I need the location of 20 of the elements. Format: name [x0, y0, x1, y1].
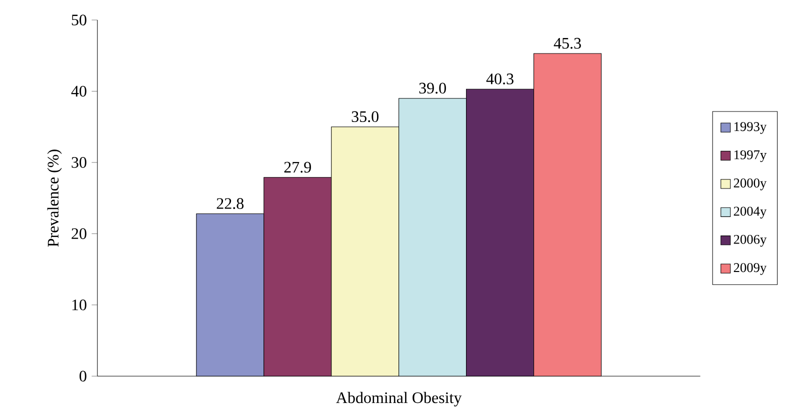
data-label: 22.8	[216, 198, 244, 209]
data-label: 35.0	[352, 111, 378, 122]
y-tick-label: 30	[72, 156, 86, 168]
data-label: 27.9	[284, 162, 311, 172]
y-tick-label: 20	[72, 228, 86, 239]
y-tick-label: 0	[80, 370, 86, 382]
legend-label: 2006y	[734, 234, 767, 246]
x-tick-label: Abdominal Obesity	[336, 392, 462, 406]
legend-label: 2009y	[734, 262, 767, 275]
y-tick-label: 50	[72, 14, 86, 26]
data-label: 40.3	[486, 73, 514, 84]
y-tick-label: 10	[72, 299, 86, 310]
data-label: 39.0	[419, 82, 446, 94]
legend-label: 1993y	[734, 122, 767, 134]
data-label: 45.3	[554, 38, 581, 49]
legend-label: 1997y	[734, 150, 767, 162]
legend-label: 2004y	[734, 206, 767, 218]
legend-label: 2000y	[734, 178, 767, 190]
y-tick-label: 40	[71, 86, 86, 96]
y-axis-title: Prevalence (%)	[47, 149, 62, 246]
